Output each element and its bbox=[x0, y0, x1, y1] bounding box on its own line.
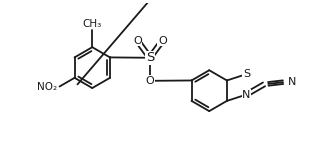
Text: S: S bbox=[243, 69, 250, 79]
Text: O: O bbox=[158, 36, 167, 46]
Text: CH₃: CH₃ bbox=[83, 19, 102, 29]
Text: S: S bbox=[146, 51, 154, 64]
Text: O: O bbox=[146, 76, 154, 86]
Text: NO₂: NO₂ bbox=[37, 82, 57, 91]
Text: N: N bbox=[288, 77, 296, 87]
Text: N: N bbox=[242, 90, 250, 100]
Text: O: O bbox=[133, 36, 142, 46]
